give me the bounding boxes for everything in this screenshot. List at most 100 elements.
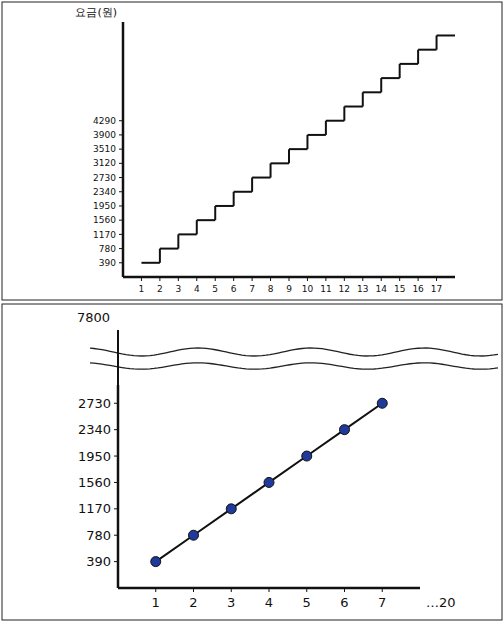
x-tick-label: 6: [231, 284, 237, 294]
step-segment: [197, 219, 215, 221]
y-tick: [119, 205, 123, 206]
y-tick-label: 780: [86, 528, 111, 543]
y-tick-label: 390: [99, 258, 116, 268]
y-tick: [114, 508, 118, 509]
step-segment: [271, 162, 289, 164]
x-tick-label: 3: [175, 284, 181, 294]
x-tick: [269, 588, 270, 592]
step-riser: [436, 35, 438, 49]
step-riser: [159, 249, 161, 263]
marker: [377, 398, 387, 408]
y-tick-label: 1170: [93, 230, 116, 240]
x-tick: [196, 277, 197, 281]
x-tick-label: 14: [375, 284, 387, 294]
x-tick: [382, 588, 383, 592]
marker: [226, 504, 236, 514]
step-riser: [233, 192, 235, 206]
step-segment: [252, 177, 270, 179]
y-tick-label: 3510: [93, 144, 116, 154]
step-riser: [306, 135, 308, 149]
x-tick: [178, 277, 179, 281]
x-tick-label: 9: [286, 284, 292, 294]
x-tick-label: 16: [412, 284, 424, 294]
y-tick: [114, 429, 118, 430]
y-tick: [114, 456, 118, 457]
plot-marks: [141, 35, 455, 262]
step-segment: [234, 191, 252, 193]
y-tick: [119, 220, 123, 221]
step-segment: [363, 91, 381, 93]
x-tick-label: 12: [339, 284, 350, 294]
x-tick-label: 6: [340, 595, 348, 610]
y-tick: [119, 191, 123, 192]
y-tick: [119, 149, 123, 150]
y-tick: [119, 262, 123, 263]
x-tick-label: 7: [249, 284, 255, 294]
step-riser: [343, 107, 345, 121]
x-tick: [233, 277, 234, 281]
x-tick: [436, 277, 437, 281]
x-tick-label: 15: [394, 284, 405, 294]
step-riser: [362, 92, 364, 106]
x-tick-label: 1: [139, 284, 145, 294]
x-tick: [307, 277, 308, 281]
y-tick-label: 2340: [78, 422, 111, 437]
x-tick: [159, 277, 160, 281]
step-riser: [251, 178, 253, 192]
x-tick: [215, 277, 216, 281]
step-segment: [418, 49, 436, 51]
step-riser: [177, 234, 179, 248]
step-segment: [400, 63, 418, 65]
y-tick: [114, 535, 118, 536]
step-riser: [399, 64, 401, 78]
marker: [189, 530, 199, 540]
step-riser: [288, 149, 290, 163]
y-tick-label: 1950: [93, 201, 116, 211]
axis-break: [90, 348, 498, 356]
marker: [340, 425, 350, 435]
x-tick-label: 3: [227, 595, 235, 610]
y-axis-extension: [117, 330, 119, 385]
axis-break: [90, 363, 498, 369]
y-tick: [119, 177, 123, 178]
step-segment: [437, 34, 455, 36]
x-tick-label: 5: [303, 595, 311, 610]
panel-frame: [2, 2, 502, 300]
y-tick-label: 780: [99, 244, 116, 254]
step-riser: [270, 163, 272, 177]
step-segment: [215, 205, 233, 207]
annotation: 7800: [77, 310, 110, 325]
step-riser: [325, 121, 327, 135]
y-tick-label: 390: [86, 554, 111, 569]
step-riser: [214, 206, 216, 220]
y-tick-label: 1170: [78, 501, 111, 516]
x-tick: [362, 277, 363, 281]
x-tick-label: 4: [265, 595, 273, 610]
x-tick: [193, 588, 194, 592]
x-tick: [289, 277, 290, 281]
step-segment: [326, 120, 344, 122]
x-tick: [399, 277, 400, 281]
x-tick-label: 2: [189, 595, 197, 610]
x-tick: [325, 277, 326, 281]
step-segment: [160, 248, 178, 250]
y-tick-label: 3120: [93, 158, 116, 168]
y-tick-label: 1560: [78, 475, 111, 490]
x-tick: [418, 277, 419, 281]
x-tick: [231, 588, 232, 592]
step-segment: [178, 233, 196, 235]
plot-marks: [151, 398, 388, 566]
y-tick: [114, 403, 118, 404]
marker: [302, 451, 312, 461]
x-tick-label: 4: [194, 284, 200, 294]
step-riser: [417, 50, 419, 64]
step-riser: [380, 78, 382, 92]
line: [156, 403, 383, 561]
y-axis: [117, 385, 120, 588]
y-tick: [119, 163, 123, 164]
y-tick-label: 2340: [93, 187, 116, 197]
x-tick: [270, 277, 271, 281]
y-tick-label: 4290: [93, 116, 116, 126]
y-tick-label: 1950: [78, 449, 111, 464]
y-tick: [119, 134, 123, 135]
